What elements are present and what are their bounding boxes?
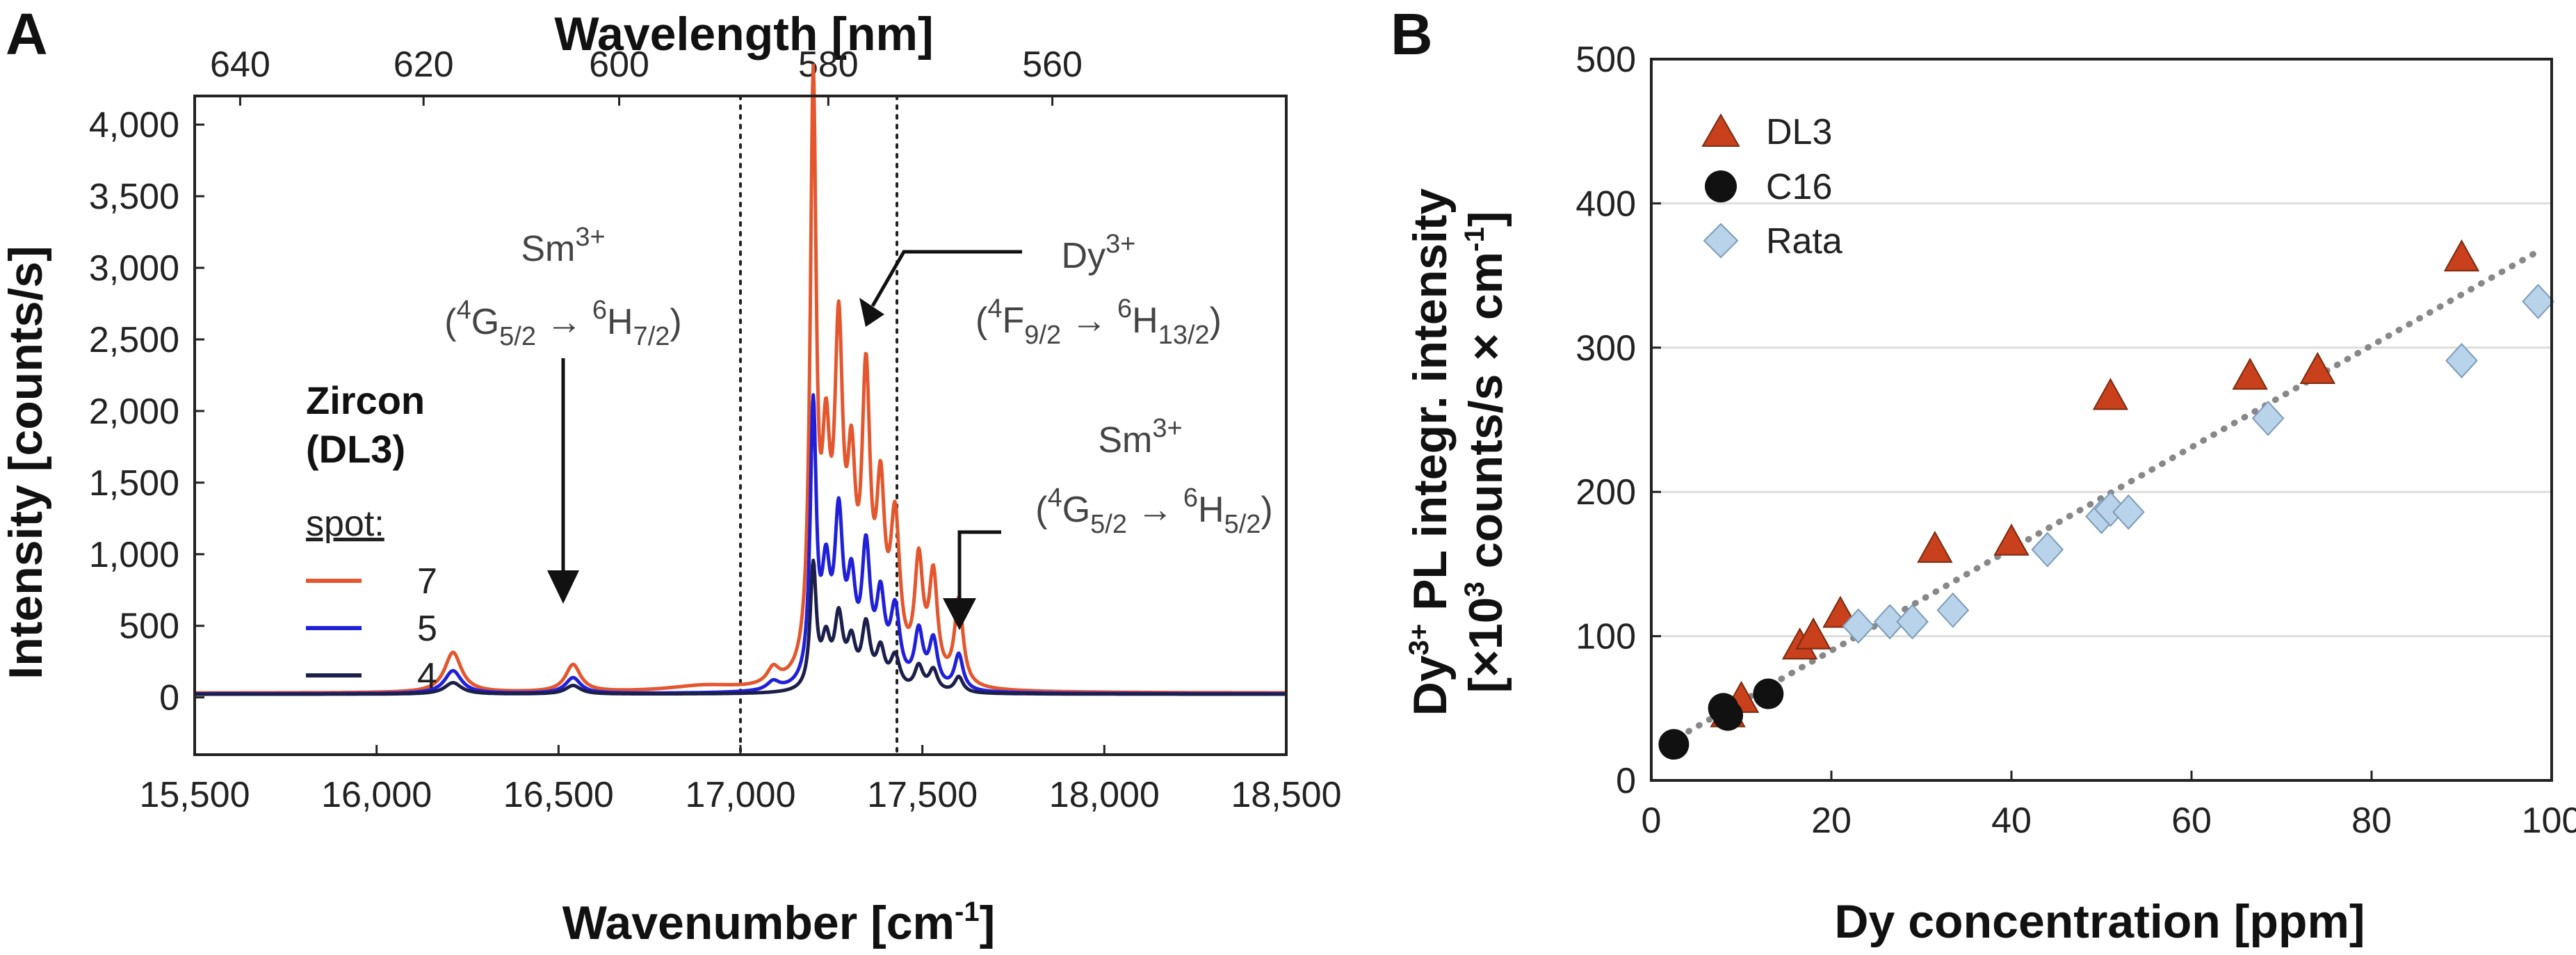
x-tick-label: 40 bbox=[1991, 801, 2032, 841]
x-tick-label: 17,500 bbox=[867, 775, 978, 815]
x-tick-label: 18,000 bbox=[1049, 775, 1160, 815]
point-c16 bbox=[1658, 729, 1690, 760]
y-tick-label: 3,500 bbox=[89, 177, 179, 217]
top-tick-label: 620 bbox=[394, 45, 454, 85]
point-dl3 bbox=[1795, 617, 1831, 650]
point-rata bbox=[2522, 283, 2554, 319]
legend-label-spot-5: 5 bbox=[417, 609, 437, 649]
panel-a-plot-area: 0 500 1,000 1,500 2,000 2,500 3,000 3,500 4,000 1… bbox=[89, 45, 1342, 815]
y-tick-label: 2,000 bbox=[89, 392, 179, 432]
panel-b-legend: DL3 C16 Rata bbox=[1701, 112, 1842, 262]
top-tick-label: 580 bbox=[798, 45, 859, 85]
point-dl3 bbox=[2092, 378, 2129, 410]
point-dl3 bbox=[2232, 358, 2268, 390]
svg-text:Zircon: Zircon bbox=[306, 378, 425, 422]
svg-text:(4G5/2 → 6H5/2): (4G5/2 → 6H5/2) bbox=[1035, 483, 1273, 539]
point-dl3 bbox=[2299, 351, 2336, 384]
legend-label-spot-7: 7 bbox=[417, 561, 437, 602]
y-tick-label: 300 bbox=[1575, 328, 1636, 369]
panel-a-frame bbox=[193, 95, 1288, 756]
panel-a-letter: A bbox=[6, 1, 48, 67]
svg-text:Sm3+: Sm3+ bbox=[521, 223, 605, 269]
svg-text:(DL3): (DL3) bbox=[306, 427, 405, 471]
y-tick-label: 3,000 bbox=[89, 248, 179, 289]
panel-b-y-axis-title-line1: Dy3+ PL integr. intensity bbox=[1404, 188, 1457, 716]
point-rata bbox=[2112, 494, 2145, 530]
svg-text:(4G5/2 → 6H7/2): (4G5/2 → 6H7/2) bbox=[444, 296, 682, 351]
x-tick-label: 16,000 bbox=[321, 775, 432, 815]
x-tick-label: 100 bbox=[2522, 801, 2576, 841]
y-tick-label: 500 bbox=[1575, 40, 1636, 80]
legend-marker-c16 bbox=[1705, 170, 1737, 202]
fit-line bbox=[1675, 250, 2537, 741]
spectrum-spot-4 bbox=[193, 559, 1288, 696]
point-dl3 bbox=[1917, 531, 1953, 563]
point-c16 bbox=[1712, 700, 1744, 731]
point-rata bbox=[2031, 531, 2064, 568]
point-c16 bbox=[1753, 678, 1784, 709]
panel-b-letter: B bbox=[1391, 1, 1433, 67]
panel-b-frame bbox=[1650, 58, 2553, 782]
x-tick-label: 16,500 bbox=[503, 775, 614, 815]
annotation-sm-7-2: Sm3+ (4G5/2 → 6H7/2) bbox=[444, 223, 682, 604]
x-tick-label: 20 bbox=[1811, 801, 1852, 841]
annotation-sm-5-2: Sm3+ (4G5/2 → 6H5/2) bbox=[943, 414, 1273, 630]
x-tick-label: 18,500 bbox=[1231, 775, 1341, 815]
top-tick-label: 640 bbox=[210, 45, 270, 85]
panel-b-y-axis-title-line2: [×103 counts/s × cm-1] bbox=[1459, 211, 1512, 693]
y-tick-label: 400 bbox=[1575, 184, 1636, 224]
legend-label-spot-4: 4 bbox=[417, 656, 437, 696]
panel-a-y-axis-title: Intensity [counts/s] bbox=[0, 246, 52, 679]
point-rata bbox=[2445, 342, 2478, 378]
svg-text:Dy3+: Dy3+ bbox=[1062, 230, 1136, 276]
svg-text:Sm3+: Sm3+ bbox=[1098, 414, 1182, 460]
y-tick-label: 1,000 bbox=[89, 535, 179, 575]
y-tick-label: 500 bbox=[119, 607, 179, 647]
x-tick-label: 60 bbox=[2171, 801, 2212, 841]
point-rata bbox=[1936, 592, 1970, 628]
annotation-dy-13-2: Dy3+ (4F9/2 → 6H13/2) bbox=[859, 230, 1222, 350]
point-rata bbox=[1873, 604, 1906, 640]
legend-label-c16: C16 bbox=[1766, 167, 1832, 207]
point-rata bbox=[1842, 608, 1875, 644]
y-tick-label: 200 bbox=[1575, 472, 1636, 513]
legend-label-rata: Rata bbox=[1766, 221, 1842, 262]
panel-a-x-axis-title: Wavenumber [cm-1] bbox=[562, 897, 996, 949]
x-tick-label: 80 bbox=[2351, 801, 2392, 841]
panel-a-top-axis-title: Wavelength [nm] bbox=[554, 8, 933, 61]
point-dl3 bbox=[1993, 523, 2030, 556]
point-rata bbox=[1896, 604, 1929, 640]
panel-b-plot-area: 0 100 200 300 400 500 0 20 40 60 80 100 bbox=[1575, 40, 2576, 841]
y-tick-label: 1,500 bbox=[89, 463, 179, 504]
y-tick-label: 0 bbox=[1616, 761, 1636, 801]
y-tick-label: 4,000 bbox=[89, 105, 179, 145]
x-tick-label: 17,000 bbox=[685, 775, 795, 815]
panel-b-x-axis-title: Dy concentration [ppm] bbox=[1834, 895, 2365, 948]
x-tick-label: 15,500 bbox=[139, 775, 250, 815]
top-tick-label: 560 bbox=[1022, 45, 1083, 85]
legend-marker-rata bbox=[1703, 223, 1739, 259]
legend-label-dl3: DL3 bbox=[1766, 112, 1832, 152]
x-tick-label: 0 bbox=[1642, 801, 1662, 841]
panel-a-legend: Zircon (DL3) spot: 7 5 4 bbox=[306, 378, 437, 696]
point-dl3 bbox=[2443, 239, 2480, 272]
svg-text:(4F9/2 → 6H13/2): (4F9/2 → 6H13/2) bbox=[975, 294, 1222, 350]
point-rata bbox=[2251, 400, 2285, 436]
legend-marker-dl3 bbox=[1701, 113, 1740, 147]
top-tick-label: 600 bbox=[589, 45, 649, 85]
y-tick-label: 0 bbox=[159, 678, 179, 719]
svg-text:spot:: spot: bbox=[306, 504, 384, 544]
y-tick-label: 100 bbox=[1575, 617, 1636, 657]
y-tick-label: 2,500 bbox=[89, 320, 179, 360]
